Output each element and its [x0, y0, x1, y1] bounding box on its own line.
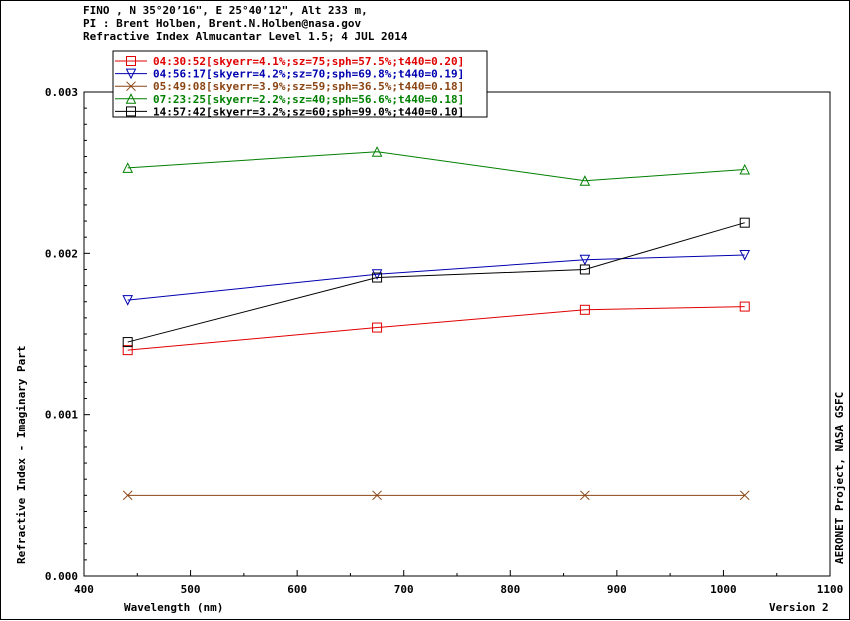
series-4 [122, 146, 751, 186]
series-line [127, 306, 745, 351]
legend-item: 04:30:52[skyerr=4.1%;sz=75;sph=57.5%;t44… [115, 55, 464, 68]
legend-label: 14:57:42[skyerr=3.2%;sz=60;sph=99.0%;t44… [153, 105, 464, 118]
data-point [372, 490, 382, 501]
series-line [127, 222, 745, 343]
legend-item: 07:23:25[skyerr=2.2%;sz=40;sph=56.6%;t44… [115, 93, 464, 106]
data-point [122, 162, 134, 173]
data-point [371, 146, 383, 157]
data-point [580, 490, 590, 501]
legend-marker [126, 106, 136, 117]
legend-item: 14:57:42[skyerr=3.2%;sz=60;sph=99.0%;t44… [115, 105, 464, 118]
data-point [739, 490, 750, 501]
series-5 [122, 217, 750, 348]
legend: 04:30:52[skyerr=4.1%;sz=75;sph=57.5%;t44… [115, 55, 464, 118]
legend-marker [126, 56, 136, 66]
series-2 [122, 249, 751, 306]
y-tick-label: 0.000 [45, 570, 78, 583]
data-point [579, 175, 591, 186]
side-credit-label: AERONET Project, NASA GSFC [833, 392, 846, 564]
x-tick-label: 900 [607, 583, 627, 596]
data-point [579, 304, 590, 315]
x-tick-label: 400 [74, 583, 94, 596]
series-3 [122, 490, 750, 501]
legend-label: 04:30:52[skyerr=4.1%;sz=75;sph=57.5%;t44… [153, 55, 464, 68]
y-tick-label: 0.001 [45, 409, 78, 422]
data-point [371, 269, 383, 280]
data-point [372, 272, 383, 283]
legend-marker [125, 93, 137, 104]
x-tick-label: 700 [394, 583, 414, 596]
header-line-3: Refractive Index Almucantar Level 1.5; 4… [83, 30, 408, 43]
legend-marker [125, 68, 137, 80]
data-point [579, 254, 591, 266]
data-point [122, 490, 133, 501]
y-axis: 0.000 0.001 0.002 0.003 [45, 86, 90, 583]
legend-marker [126, 81, 136, 92]
data-point [372, 322, 383, 333]
legend-box [112, 50, 488, 118]
x-tick-label: 1100 [817, 583, 844, 596]
y-tick-label: 0.002 [45, 247, 78, 260]
x-tick-label: 1000 [710, 583, 737, 596]
data-point [122, 345, 133, 356]
legend-item: 05:49:08[skyerr=3.9%;sz=59;sph=36.5%;t44… [115, 80, 464, 93]
y-tick-label: 0.003 [45, 86, 78, 99]
data-point [739, 217, 750, 228]
y-axis-label: Refractive Index - Imaginary Part [15, 345, 28, 564]
x-tick-label: 800 [500, 583, 520, 596]
header-line-2: PI : Brent Holben, Brent.N.Holben@nasa.g… [83, 17, 362, 30]
data-point [122, 337, 133, 348]
data-point [122, 295, 134, 306]
data-point [579, 264, 590, 275]
data-point [739, 301, 750, 312]
x-axis: 400 500 600 700 800 900 1000 1100 [74, 570, 843, 596]
legend-item: 04:56:17[skyerr=4.2%;sz=70;sph=69.8%;t44… [115, 68, 464, 81]
series-line [127, 151, 745, 182]
data-point [739, 163, 751, 175]
x-tick-label: 500 [181, 583, 201, 596]
header-line-1: FINO , N 35°20’16", E 25°40’12", Alt 233… [83, 4, 368, 17]
x-axis-label: Wavelength (nm) [124, 601, 223, 614]
legend-label: 04:56:17[skyerr=4.2%;sz=70;sph=69.8%;t44… [153, 68, 464, 81]
data-point [739, 249, 751, 261]
plot-area [83, 91, 831, 577]
version-label: Version 2 [769, 601, 829, 614]
series-layer [122, 146, 751, 501]
series-line [127, 254, 745, 301]
legend-label: 05:49:08[skyerr=3.9%;sz=59;sph=36.5%;t44… [153, 80, 464, 93]
x-tick-label: 600 [287, 583, 307, 596]
series-1 [122, 301, 750, 356]
legend-label: 07:23:25[skyerr=2.2%;sz=40;sph=56.6%;t44… [153, 93, 464, 106]
